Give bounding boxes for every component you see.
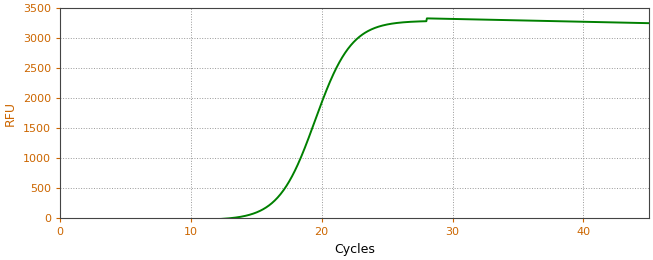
Y-axis label: RFU: RFU (4, 101, 17, 126)
X-axis label: Cycles: Cycles (334, 243, 375, 256)
